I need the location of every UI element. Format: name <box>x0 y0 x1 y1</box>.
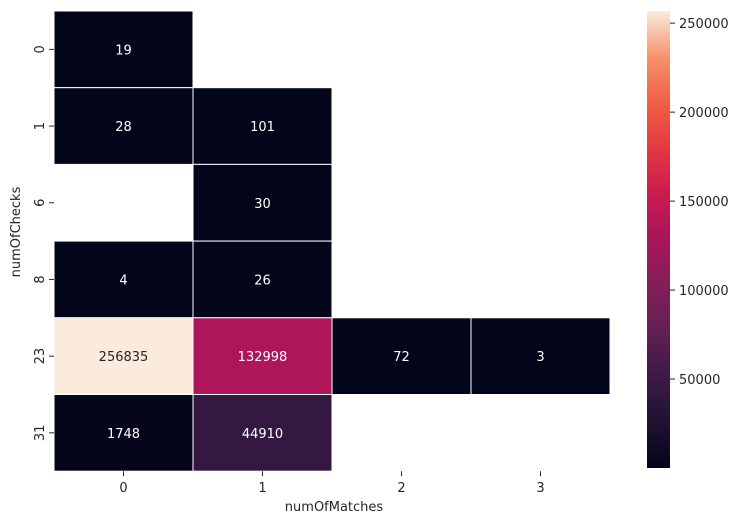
colorbar-tick-label: 50000 <box>679 373 720 388</box>
x-tick-label: 0 <box>119 481 127 496</box>
cell-labels: 19 28 101 30 4 26 256835 132998 72 3 1748 44910 <box>99 43 545 442</box>
y-tick-label: 23 <box>33 348 48 365</box>
heatmap-cell <box>192 163 333 242</box>
x-tick-label: 2 <box>397 481 405 496</box>
heatmap-cell <box>192 394 333 472</box>
y-tick-label: 1 <box>33 122 48 130</box>
heatmap-cell <box>53 240 194 319</box>
colorbar-tick-label: 100000 <box>679 284 729 299</box>
heatmap-cell <box>53 87 194 165</box>
x-tick-label: 3 <box>536 481 544 496</box>
cell-value-label: 4 <box>119 273 127 288</box>
cell-value-label: 19 <box>115 43 132 58</box>
colorbar-tick-label: 150000 <box>679 195 729 210</box>
heatmap-cell <box>192 240 333 319</box>
cell-value-label: 30 <box>254 197 271 212</box>
heatmap-cell <box>192 317 333 395</box>
y-axis-ticks: 0 1 6 8 23 31 <box>33 45 54 441</box>
colorbar-tick-label: 250000 <box>679 17 729 32</box>
cell-value-label: 1748 <box>107 427 140 442</box>
y-tick-label: 8 <box>33 275 48 283</box>
x-axis-ticks: 0 1 2 3 <box>119 471 545 496</box>
heatmap-cell <box>470 317 611 395</box>
cell-value-label: 26 <box>254 273 271 288</box>
cell-value-label: 44910 <box>242 427 283 442</box>
colorbar-ticks: 50000 100000 150000 200000 250000 <box>670 17 729 388</box>
heatmap-cells <box>53 10 611 472</box>
x-axis-label: numOfMatches <box>285 500 384 515</box>
heatmap-cell <box>53 10 194 89</box>
cell-value-label: 256835 <box>99 350 149 365</box>
y-axis-label: numOfChecks <box>9 186 24 277</box>
colorbar-tick-label: 200000 <box>679 106 729 121</box>
y-tick-label: 6 <box>33 199 48 207</box>
y-tick-label: 0 <box>33 45 48 53</box>
cell-value-label: 28 <box>115 120 132 135</box>
heatmap-cell <box>192 87 333 165</box>
cell-value-label: 101 <box>250 120 275 135</box>
cell-value-label: 72 <box>393 350 410 365</box>
cell-value-label: 132998 <box>238 350 288 365</box>
x-tick-label: 1 <box>258 481 266 496</box>
colorbar <box>647 11 670 468</box>
heatmap-cell <box>331 317 472 395</box>
y-tick-label: 31 <box>33 425 48 442</box>
cell-value-label: 3 <box>536 350 544 365</box>
